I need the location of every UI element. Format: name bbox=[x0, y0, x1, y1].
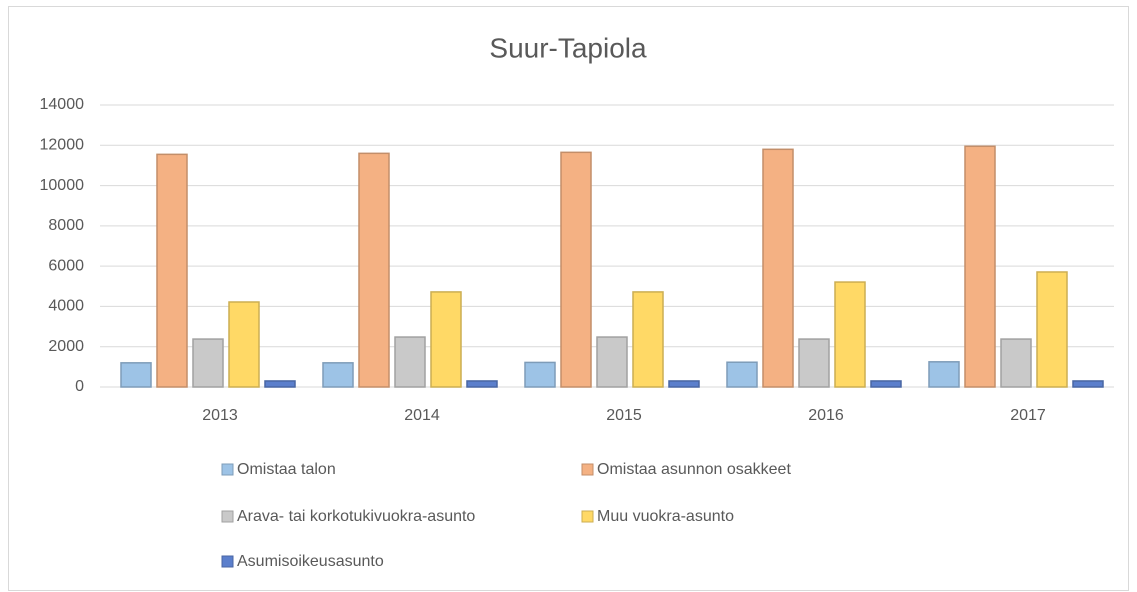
x-tick-label: 2015 bbox=[606, 407, 642, 424]
bar bbox=[560, 151, 592, 388]
chart-title: Suur-Tapiola bbox=[489, 32, 647, 63]
bar bbox=[632, 291, 664, 388]
y-tick-label: 4000 bbox=[48, 298, 84, 315]
bar bbox=[228, 301, 260, 388]
y-tick-label: 12000 bbox=[40, 137, 85, 154]
legend-label: Muu vuokra-asunto bbox=[597, 508, 734, 525]
bar bbox=[524, 361, 556, 388]
x-tick-label: 2013 bbox=[202, 407, 238, 424]
bar bbox=[668, 380, 700, 388]
bar bbox=[762, 148, 794, 388]
bar bbox=[726, 361, 758, 388]
legend-swatch bbox=[221, 510, 234, 523]
y-tick-label: 8000 bbox=[48, 217, 84, 234]
bar bbox=[1036, 271, 1068, 388]
bar bbox=[1000, 338, 1032, 388]
legend-label: Omistaa asunnon osakkeet bbox=[597, 461, 791, 478]
y-tick-label: 0 bbox=[75, 378, 84, 395]
x-tick-label: 2014 bbox=[404, 407, 440, 424]
bar bbox=[1072, 380, 1104, 388]
legend-swatch bbox=[581, 510, 594, 523]
bar bbox=[192, 338, 224, 388]
legend-label: Arava- tai korkotukivuokra-asunto bbox=[237, 508, 475, 525]
bar bbox=[466, 380, 498, 388]
bar bbox=[358, 152, 390, 388]
legend-swatch bbox=[581, 463, 594, 476]
bar bbox=[120, 362, 152, 388]
bar bbox=[596, 336, 628, 388]
bar bbox=[798, 338, 830, 388]
y-tick-label: 2000 bbox=[48, 338, 84, 355]
bar bbox=[156, 153, 188, 388]
legend-swatch bbox=[221, 555, 234, 568]
y-tick-label: 10000 bbox=[40, 177, 85, 194]
y-tick-label: 6000 bbox=[48, 257, 84, 274]
bar bbox=[264, 380, 296, 388]
bar bbox=[322, 362, 354, 388]
bar bbox=[964, 145, 996, 388]
bar bbox=[928, 361, 960, 388]
bar bbox=[430, 291, 462, 388]
bar bbox=[834, 281, 866, 388]
x-tick-label: 2016 bbox=[808, 407, 844, 424]
legend-label: Omistaa talon bbox=[237, 461, 336, 478]
x-tick-label: 2017 bbox=[1010, 407, 1046, 424]
legend-swatch bbox=[221, 463, 234, 476]
bar bbox=[394, 336, 426, 388]
bar bbox=[870, 380, 902, 388]
legend-label: Asumisoikeusasunto bbox=[237, 553, 384, 570]
y-tick-label: 14000 bbox=[40, 96, 85, 113]
